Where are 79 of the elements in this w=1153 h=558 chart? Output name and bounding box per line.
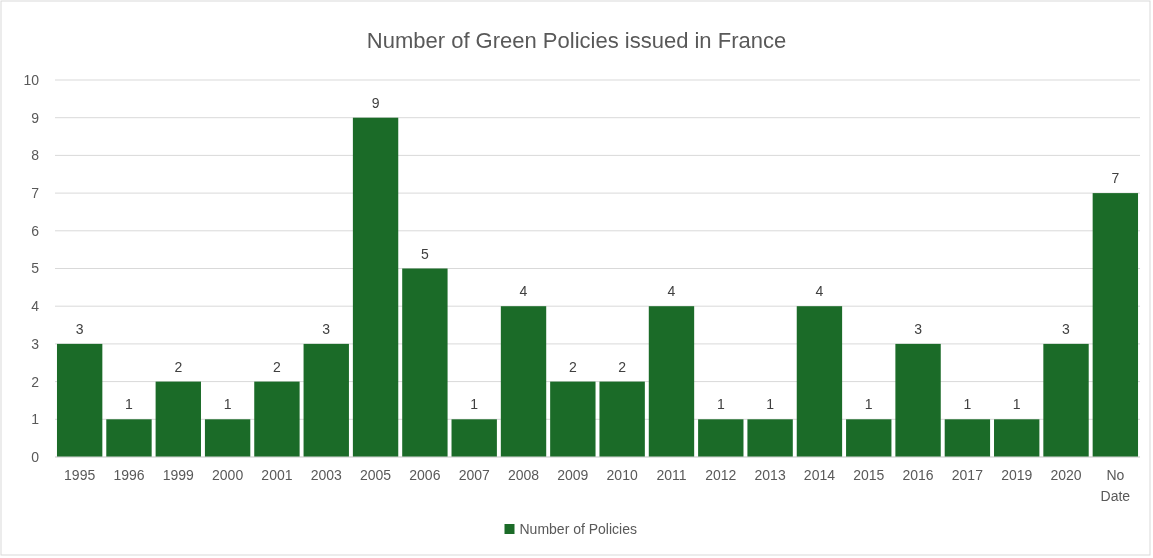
bar xyxy=(204,419,251,457)
legend-label: Number of Policies xyxy=(519,521,637,537)
y-tick-label: 8 xyxy=(31,147,40,164)
bar xyxy=(599,381,645,457)
bar xyxy=(254,381,300,457)
data-label: 3 xyxy=(1062,320,1071,337)
bar xyxy=(500,306,547,457)
bar xyxy=(155,381,201,457)
chart-title: Number of Green Policies issued in France xyxy=(366,28,787,53)
data-label: 4 xyxy=(815,283,824,300)
y-tick-label: 4 xyxy=(31,298,40,315)
bar xyxy=(402,268,448,457)
bar xyxy=(303,343,349,457)
y-tick-label: 3 xyxy=(31,335,40,352)
x-tick-label: 2017 xyxy=(951,467,984,483)
x-tick-label: 2003 xyxy=(310,467,343,483)
x-tick-label: 2013 xyxy=(754,467,786,483)
data-label: 1 xyxy=(864,396,873,413)
x-tick-label: 2012 xyxy=(705,467,737,483)
data-label: 9 xyxy=(371,94,380,111)
x-tick-label: 2014 xyxy=(803,467,836,483)
bar xyxy=(352,117,399,457)
x-tick-label: 2015 xyxy=(853,467,885,483)
y-tick-label: 5 xyxy=(31,260,40,277)
bar xyxy=(698,419,744,457)
bar xyxy=(1043,343,1089,457)
x-tick-label: 2008 xyxy=(507,467,540,483)
bar xyxy=(846,419,892,457)
data-label: 2 xyxy=(273,358,282,375)
data-label: 1 xyxy=(766,396,775,413)
data-label: 2 xyxy=(568,358,577,375)
bar xyxy=(648,306,695,457)
x-tick-label: 2001 xyxy=(261,467,293,483)
x-tick-label: 2010 xyxy=(606,467,638,483)
bar xyxy=(944,419,991,457)
x-tick-label: 1995 xyxy=(64,467,96,483)
data-label: 1 xyxy=(470,396,479,413)
x-tick-label: No Date xyxy=(1100,467,1131,504)
x-tick-label: 2019 xyxy=(1001,467,1033,483)
data-label: 3 xyxy=(75,320,84,337)
bar xyxy=(747,419,793,457)
x-tick-label: 2005 xyxy=(359,467,392,483)
bar xyxy=(1092,193,1139,457)
data-label: 3 xyxy=(914,320,923,337)
data-label: 4 xyxy=(519,283,528,300)
x-tick-label: 2006 xyxy=(409,467,441,483)
x-tick-label: 1996 xyxy=(113,467,145,483)
bar xyxy=(451,419,497,457)
y-tick-label: 6 xyxy=(31,222,40,239)
data-label: 1 xyxy=(1012,396,1021,413)
data-label: 4 xyxy=(667,283,676,300)
y-tick-label: 9 xyxy=(31,109,40,126)
x-tick-label: 2009 xyxy=(557,467,589,483)
bar xyxy=(106,419,152,457)
x-tick-label: 2000 xyxy=(212,467,244,483)
y-tick-label: 0 xyxy=(31,448,40,465)
data-label: 1 xyxy=(716,396,725,413)
data-label: 1 xyxy=(125,396,134,413)
x-tick-label: 2011 xyxy=(656,467,687,483)
x-tick-label: 1999 xyxy=(162,467,195,483)
x-tick-label: 2016 xyxy=(902,467,934,483)
y-tick-label: 1 xyxy=(31,411,40,428)
data-label: 5 xyxy=(420,245,429,262)
bar xyxy=(994,419,1040,457)
data-label: 3 xyxy=(322,320,331,337)
x-tick-label: 2007 xyxy=(458,467,490,483)
data-label: 1 xyxy=(223,396,232,413)
y-tick-label: 2 xyxy=(31,373,40,390)
bar xyxy=(796,306,843,457)
y-tick-label: 10 xyxy=(23,71,40,88)
x-tick-label: 2020 xyxy=(1050,467,1082,483)
bar xyxy=(550,381,596,457)
data-label: 7 xyxy=(1111,170,1120,187)
bar xyxy=(56,343,103,457)
data-label: 1 xyxy=(963,396,972,413)
data-label: 2 xyxy=(618,358,627,375)
y-tick-label: 7 xyxy=(31,185,40,201)
bar xyxy=(895,343,941,457)
data-label: 2 xyxy=(174,358,183,375)
